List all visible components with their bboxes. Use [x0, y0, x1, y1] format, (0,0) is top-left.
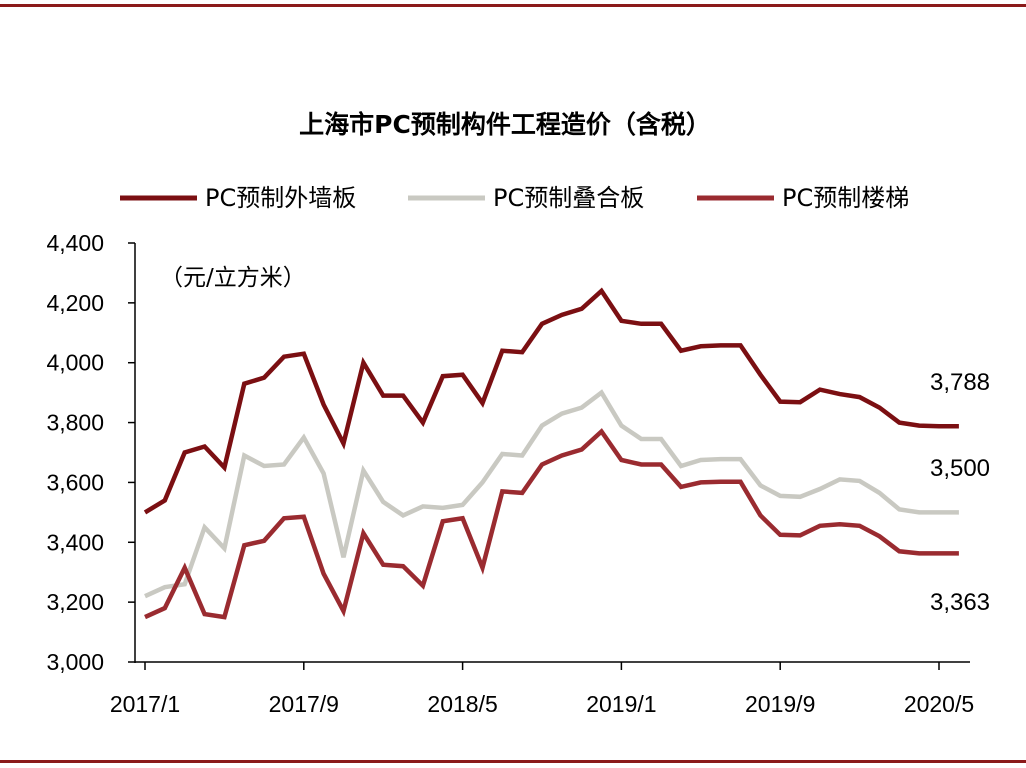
y-tick-label: 3,800: [46, 410, 104, 436]
x-tick-label: 2019/9: [745, 691, 815, 717]
x-tick-label: 2018/5: [427, 691, 497, 717]
x-tick-label: 2019/1: [586, 691, 656, 717]
end-value-label-series-2: 3,500: [930, 455, 990, 482]
y-tick-label: 3,600: [46, 469, 104, 495]
end-value-label-series-1: 3,788: [930, 369, 990, 396]
series-line-1: [143, 287, 959, 515]
end-value-label-series-3: 3,363: [930, 589, 990, 616]
y-tick-label: 3,000: [46, 649, 104, 675]
x-tick-label: 2017/9: [269, 691, 339, 717]
series-line-3: [144, 428, 959, 620]
y-tick-label: 4,000: [46, 350, 104, 376]
legend-label-series-1: PC预制外墙板: [205, 184, 356, 212]
y-tick-label: 3,400: [46, 529, 104, 555]
unit-label: （元/立方米）: [160, 265, 306, 291]
y-ticks: 3,000 3,200 3,400 3,600 3,800 4,000 4,200 4,400: [46, 230, 135, 675]
bottom-rule: [0, 760, 1026, 763]
x-tick-label: 2020/5: [904, 691, 974, 717]
series-lines: [143, 287, 959, 620]
x-tick-label: 2017/1: [110, 691, 180, 717]
y-tick-label: 3,200: [46, 589, 104, 615]
end-labels: 3,788 3,500 3,363: [930, 369, 990, 616]
legend-label-series-2: PC预制叠合板: [493, 184, 644, 212]
legend-label-series-3: PC预制楼梯: [782, 184, 909, 212]
top-rule: [0, 4, 1026, 7]
y-tick-label: 4,200: [46, 290, 104, 316]
chart-title: 上海市PC预制构件工程造价（含税）: [299, 110, 711, 139]
x-ticks: 2017/1 2017/9 2018/5 2019/1 2019/9 2020/5: [110, 662, 974, 717]
legend: PC预制外墙板 PC预制叠合板 PC预制楼梯: [120, 184, 909, 212]
series-line-2: [144, 389, 959, 599]
y-tick-label: 4,400: [46, 230, 104, 256]
